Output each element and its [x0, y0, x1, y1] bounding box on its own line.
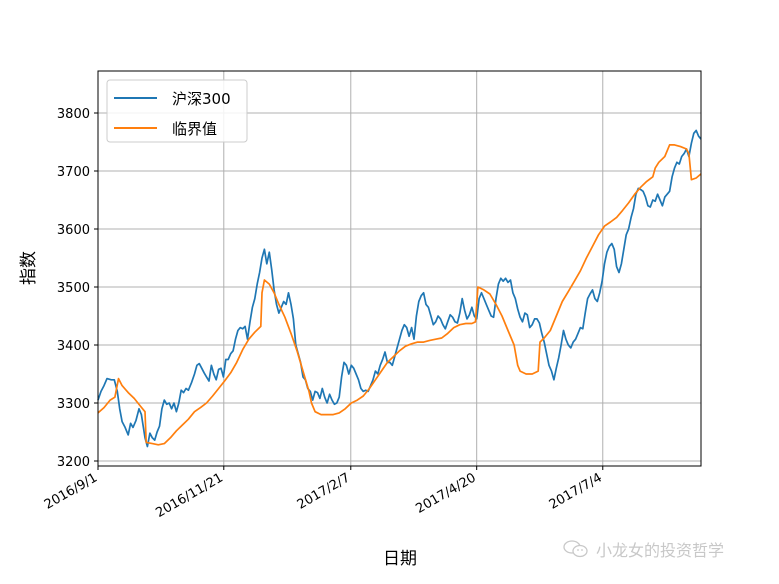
y-tick-label: 3600 — [57, 223, 90, 238]
watermark: 小龙女的投资哲学 — [562, 537, 724, 561]
plot-frame — [97, 70, 702, 467]
x-axis-label: 日期 — [383, 549, 417, 569]
y-axis-ticks: 3200 3300 3400 3500 3600 3700 3800 — [57, 107, 98, 470]
legend: 沪深300 临界值 — [106, 79, 248, 143]
y-tick-label: 3500 — [57, 281, 90, 296]
series-group — [97, 129, 702, 448]
series-line-threshold — [97, 144, 702, 446]
legend-label-threshold: 临界值 — [172, 120, 217, 138]
wechat-icon — [563, 540, 588, 558]
y-tick-label: 3300 — [57, 397, 90, 412]
x-tick-label: 2017/4/20 — [413, 470, 478, 516]
watermark-text: 小龙女的投资哲学 — [596, 541, 725, 560]
legend-label-hs300: 沪深300 — [172, 90, 231, 108]
y-tick-label: 3800 — [57, 107, 90, 122]
y-tick-label: 3400 — [57, 339, 90, 354]
legend-box — [106, 79, 248, 143]
y-tick-label: 3200 — [57, 455, 90, 470]
x-tick-label: 2016/9/1 — [42, 470, 100, 512]
x-tick-label: 2016/11/21 — [153, 470, 225, 520]
x-tick-label: 2017/2/7 — [295, 470, 353, 512]
y-tick-label: 3700 — [57, 165, 90, 180]
series-line-hs300 — [97, 129, 702, 448]
x-tick-label: 2017/7/4 — [547, 470, 605, 512]
y-axis-label: 指数 — [19, 251, 39, 285]
x-axis-ticks: 2016/9/1 2016/11/21 2017/2/7 2017/4/20 2017/… — [42, 466, 605, 521]
